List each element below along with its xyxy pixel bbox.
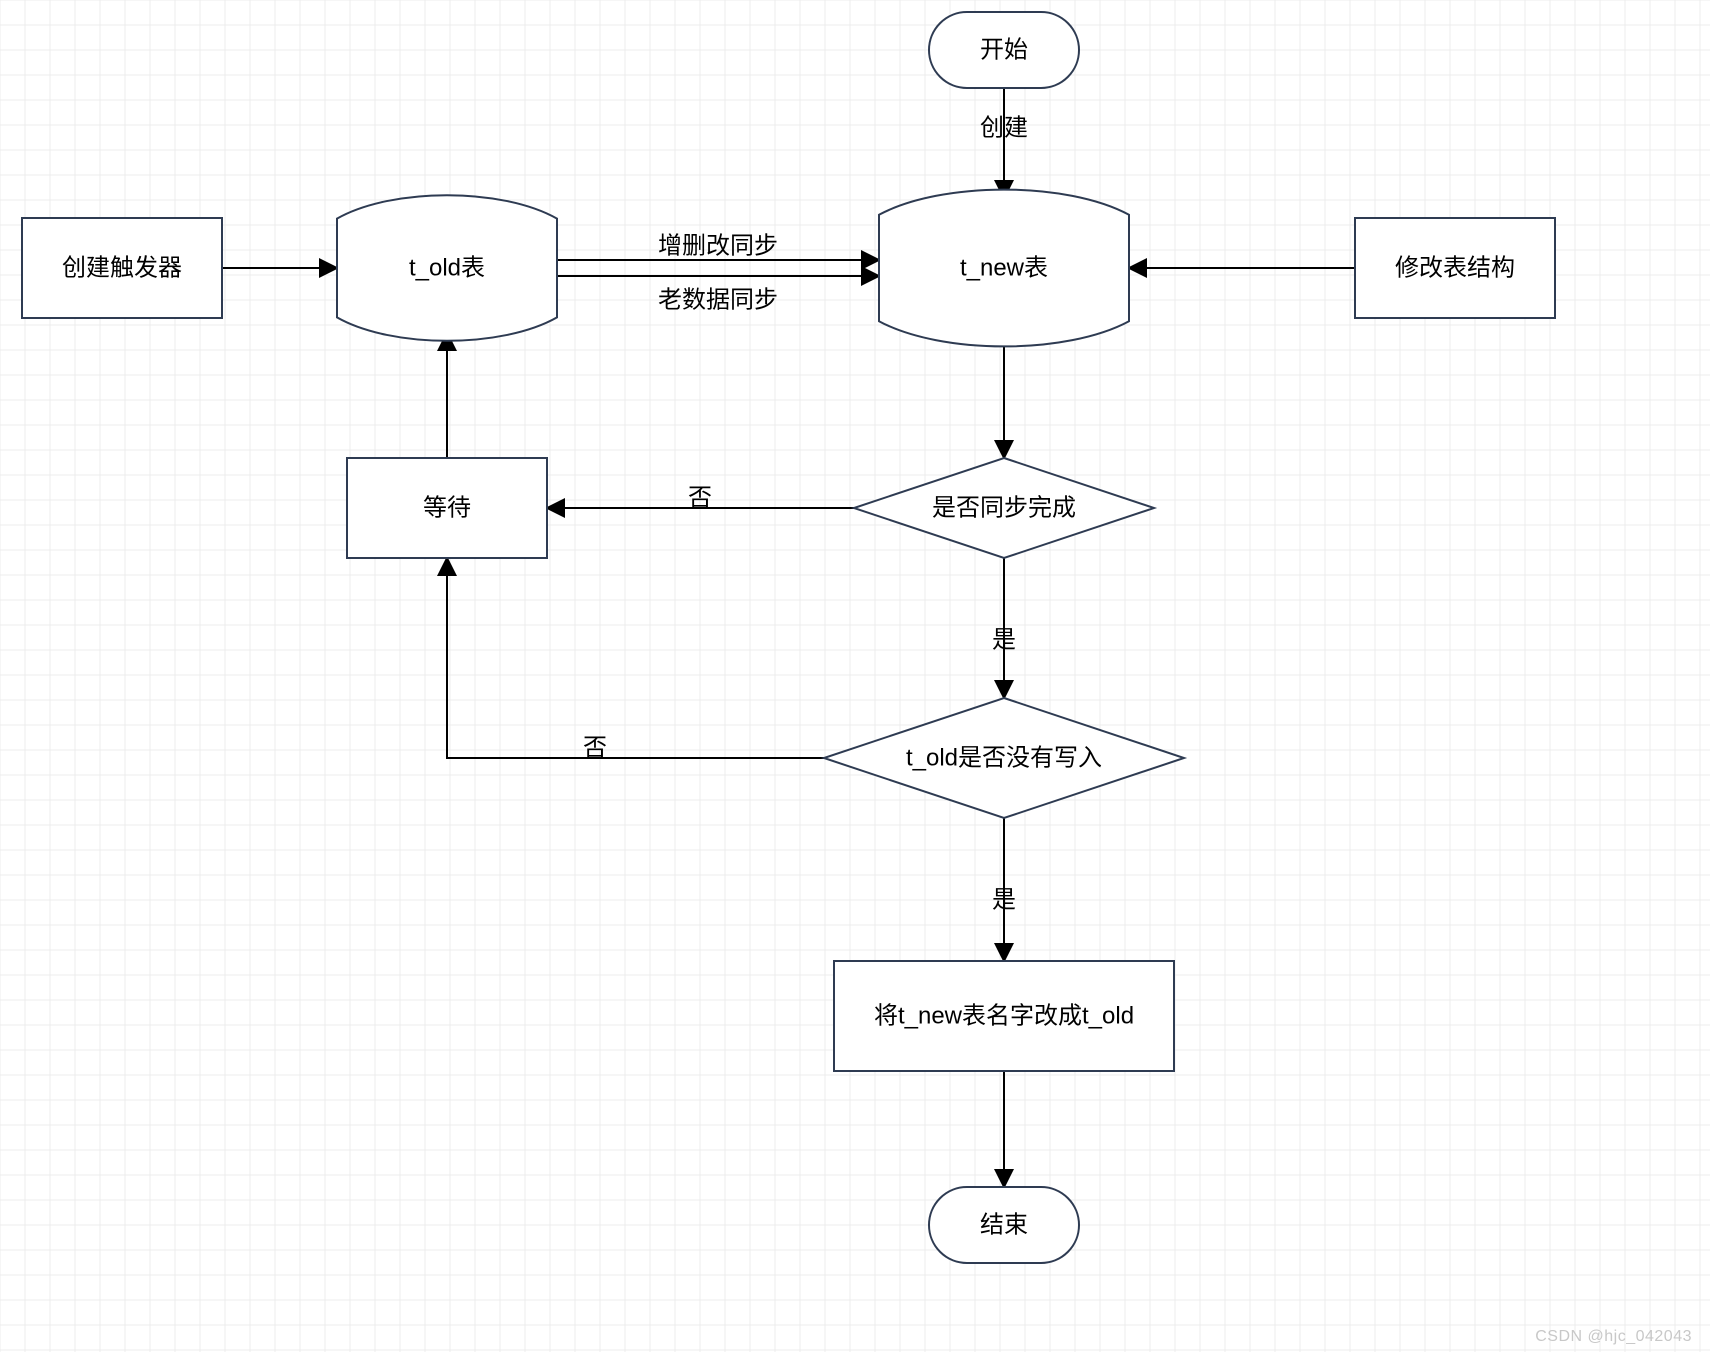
edge-0: 创建 [980,88,1028,198]
node-label-dec1: 是否同步完成 [932,495,1076,522]
node-end: 结束 [929,1187,1079,1263]
flowchart-canvas: 创建增删改同步老数据同步否是否是开始创建触发器t_old表t_new表修改表结构… [0,0,1710,1352]
node-label-rename: 将t_new表名字改成t_old [874,1003,1134,1030]
node-trigger: 创建触发器 [22,218,222,318]
node-label-end: 结束 [980,1212,1028,1239]
edge-label-3: 老数据同步 [658,287,778,314]
node-label-t_old: t_old表 [409,255,485,282]
node-rename: 将t_new表名字改成t_old [834,961,1174,1071]
node-start: 开始 [929,12,1079,88]
node-label-start: 开始 [980,37,1028,64]
node-label-t_new: t_new表 [960,255,1048,282]
node-t_old: t_old表 [337,195,557,341]
grid [0,0,1710,1352]
node-label-dec2: t_old是否没有写入 [906,745,1102,772]
node-label-wait: 等待 [423,495,471,522]
node-wait: 等待 [347,458,547,558]
node-dec1: 是否同步完成 [854,458,1154,558]
edge-2: 增删改同步 [557,233,879,261]
edge-label-6: 否 [688,485,712,512]
node-label-modify: 修改表结构 [1395,255,1515,282]
edge-label-2: 增删改同步 [658,233,778,260]
node-label-trigger: 创建触发器 [62,255,182,282]
edge-label-10: 是 [992,887,1016,914]
edge-9: 否 [447,558,824,762]
edge-8: 是 [992,558,1016,698]
edge-10: 是 [992,818,1016,961]
edge-label-0: 创建 [980,115,1028,142]
node-modify: 修改表结构 [1355,218,1555,318]
node-t_new: t_new表 [879,190,1129,347]
edge-label-9: 否 [583,735,607,762]
watermark: CSDN @hjc_042043 [1535,1328,1692,1346]
edge-label-8: 是 [992,627,1016,654]
edge-3: 老数据同步 [557,276,879,314]
edge-6: 否 [547,485,854,512]
